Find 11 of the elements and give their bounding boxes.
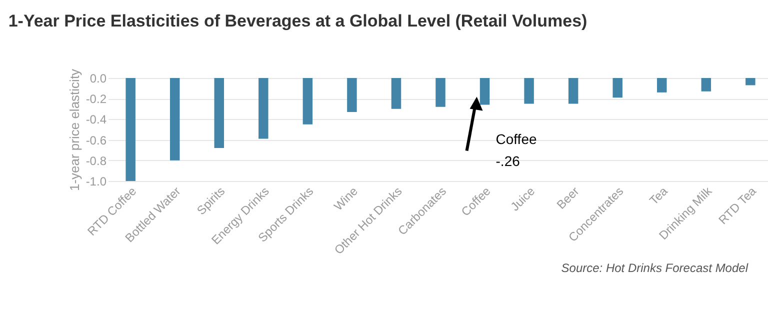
y-tick-label: -0.8 xyxy=(86,154,107,168)
x-tick-label: Tea xyxy=(646,184,671,208)
annotation: Coffee -.26 xyxy=(496,130,537,169)
source-note: Source: Hot Drinks Forecast Model xyxy=(561,261,748,275)
y-tick-label: -1.0 xyxy=(86,174,107,188)
y-tick-label: -0.4 xyxy=(86,112,107,127)
y-axis-title: 1-year price elasticity xyxy=(66,68,82,192)
chart-title: 1-Year Price Elasticities of Beverages at a Global Level (Retail Volumes) xyxy=(8,11,588,30)
y-tick-label: -0.6 xyxy=(86,133,107,148)
y-tick-label: 0.0 xyxy=(90,72,107,86)
y-tick-label: -0.2 xyxy=(86,92,107,106)
